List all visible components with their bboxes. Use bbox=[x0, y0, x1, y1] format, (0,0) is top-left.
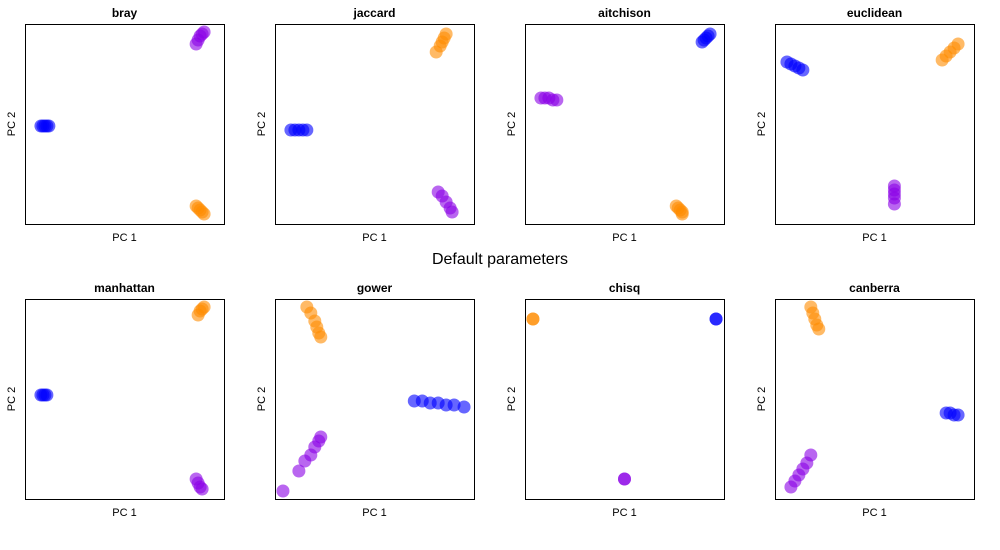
series-blue bbox=[407, 394, 471, 414]
y-axis-label: PC 2 bbox=[756, 387, 768, 411]
data-point bbox=[796, 63, 810, 77]
x-axis-label: PC 1 bbox=[362, 232, 386, 244]
data-point bbox=[195, 482, 209, 496]
panel-euclidean: euclidean PC 1 PC 2 bbox=[756, 6, 975, 244]
panel-bray: bray PC 1 PC 2 bbox=[6, 6, 225, 244]
y-axis-label: PC 2 bbox=[756, 112, 768, 136]
panel-manhattan: manhattan PC 1 PC 2 bbox=[6, 281, 225, 519]
panel-gower: gower PC 1 PC 2 bbox=[256, 281, 475, 519]
plot-frame bbox=[775, 299, 975, 500]
plot-frame bbox=[525, 299, 725, 500]
x-axis-label: PC 1 bbox=[612, 507, 636, 519]
panel-chisq: chisq PC 1 PC 2 bbox=[506, 281, 725, 519]
series-orange bbox=[300, 300, 328, 344]
panel-title: jaccard bbox=[352, 6, 395, 20]
series-orange bbox=[669, 199, 689, 221]
series-orange bbox=[935, 37, 965, 67]
x-axis-label: PC 1 bbox=[862, 507, 886, 519]
panel-title: manhattan bbox=[94, 281, 155, 295]
data-point bbox=[457, 400, 471, 414]
plot-frame bbox=[775, 24, 975, 225]
data-point bbox=[550, 93, 564, 107]
data-point bbox=[314, 330, 328, 344]
data-point bbox=[40, 388, 54, 402]
y-axis-label: PC 2 bbox=[6, 112, 18, 136]
data-point bbox=[887, 197, 901, 211]
data-point bbox=[439, 27, 453, 41]
series-purple bbox=[534, 91, 564, 107]
x-axis-label: PC 1 bbox=[112, 232, 136, 244]
data-point bbox=[197, 207, 211, 221]
series-purple bbox=[618, 472, 631, 486]
series-blue bbox=[939, 406, 965, 422]
data-point bbox=[526, 312, 540, 326]
panel-jaccard: jaccard PC 1 PC 2 bbox=[256, 6, 475, 244]
y-axis-label: PC 2 bbox=[256, 112, 268, 136]
plot-frame bbox=[25, 24, 225, 225]
series-blue bbox=[709, 312, 723, 326]
x-axis-label: PC 1 bbox=[862, 232, 886, 244]
series-purple bbox=[784, 448, 818, 494]
y-axis-label: PC 2 bbox=[506, 387, 518, 411]
plot-frame bbox=[275, 24, 475, 225]
data-point bbox=[709, 312, 723, 326]
data-point bbox=[42, 119, 56, 133]
data-point bbox=[314, 430, 328, 444]
series-purple bbox=[189, 25, 211, 51]
data-point bbox=[292, 464, 306, 478]
series-orange bbox=[804, 300, 826, 336]
series-blue bbox=[284, 123, 314, 137]
panel-canberra: canberra PC 1 PC 2 bbox=[756, 281, 975, 519]
series-blue bbox=[780, 55, 810, 77]
series-blue bbox=[695, 27, 717, 49]
data-point bbox=[812, 322, 826, 336]
panel-aitchison: aitchison PC 1 PC 2 bbox=[506, 6, 725, 244]
y-axis-label: PC 2 bbox=[6, 387, 18, 411]
plot-frame bbox=[525, 24, 725, 225]
series-purple bbox=[431, 185, 459, 219]
series-purple bbox=[887, 179, 901, 211]
data-point bbox=[951, 37, 965, 51]
data-point bbox=[804, 448, 818, 462]
series-orange bbox=[191, 300, 211, 322]
panel-title: chisq bbox=[609, 281, 640, 295]
x-axis-label: PC 1 bbox=[362, 507, 386, 519]
panel-title: canberra bbox=[849, 281, 900, 295]
data-point bbox=[300, 123, 314, 137]
figure-title: Default parameters bbox=[432, 251, 568, 268]
panel-title: gower bbox=[357, 281, 393, 295]
plot-frame bbox=[275, 299, 475, 500]
data-point bbox=[445, 205, 459, 219]
x-axis-label: PC 1 bbox=[612, 232, 636, 244]
panel-title: bray bbox=[112, 6, 138, 20]
series-orange bbox=[526, 312, 540, 326]
plot-frame bbox=[25, 299, 225, 500]
series-orange bbox=[189, 199, 211, 221]
data-point bbox=[447, 398, 461, 412]
series-blue bbox=[34, 388, 54, 402]
series-blue bbox=[34, 119, 56, 133]
data-point bbox=[951, 408, 965, 422]
data-point bbox=[675, 207, 689, 221]
y-axis-label: PC 2 bbox=[256, 387, 268, 411]
data-point bbox=[703, 27, 717, 41]
series-orange bbox=[429, 27, 453, 59]
series-purple bbox=[189, 472, 209, 496]
data-point bbox=[618, 472, 631, 486]
data-point bbox=[276, 484, 290, 498]
data-point bbox=[197, 300, 211, 314]
data-point bbox=[197, 25, 211, 39]
panel-title: euclidean bbox=[847, 6, 902, 20]
x-axis-label: PC 1 bbox=[112, 507, 136, 519]
panel-title: aitchison bbox=[598, 6, 651, 20]
y-axis-label: PC 2 bbox=[506, 112, 518, 136]
series-purple bbox=[276, 430, 328, 498]
